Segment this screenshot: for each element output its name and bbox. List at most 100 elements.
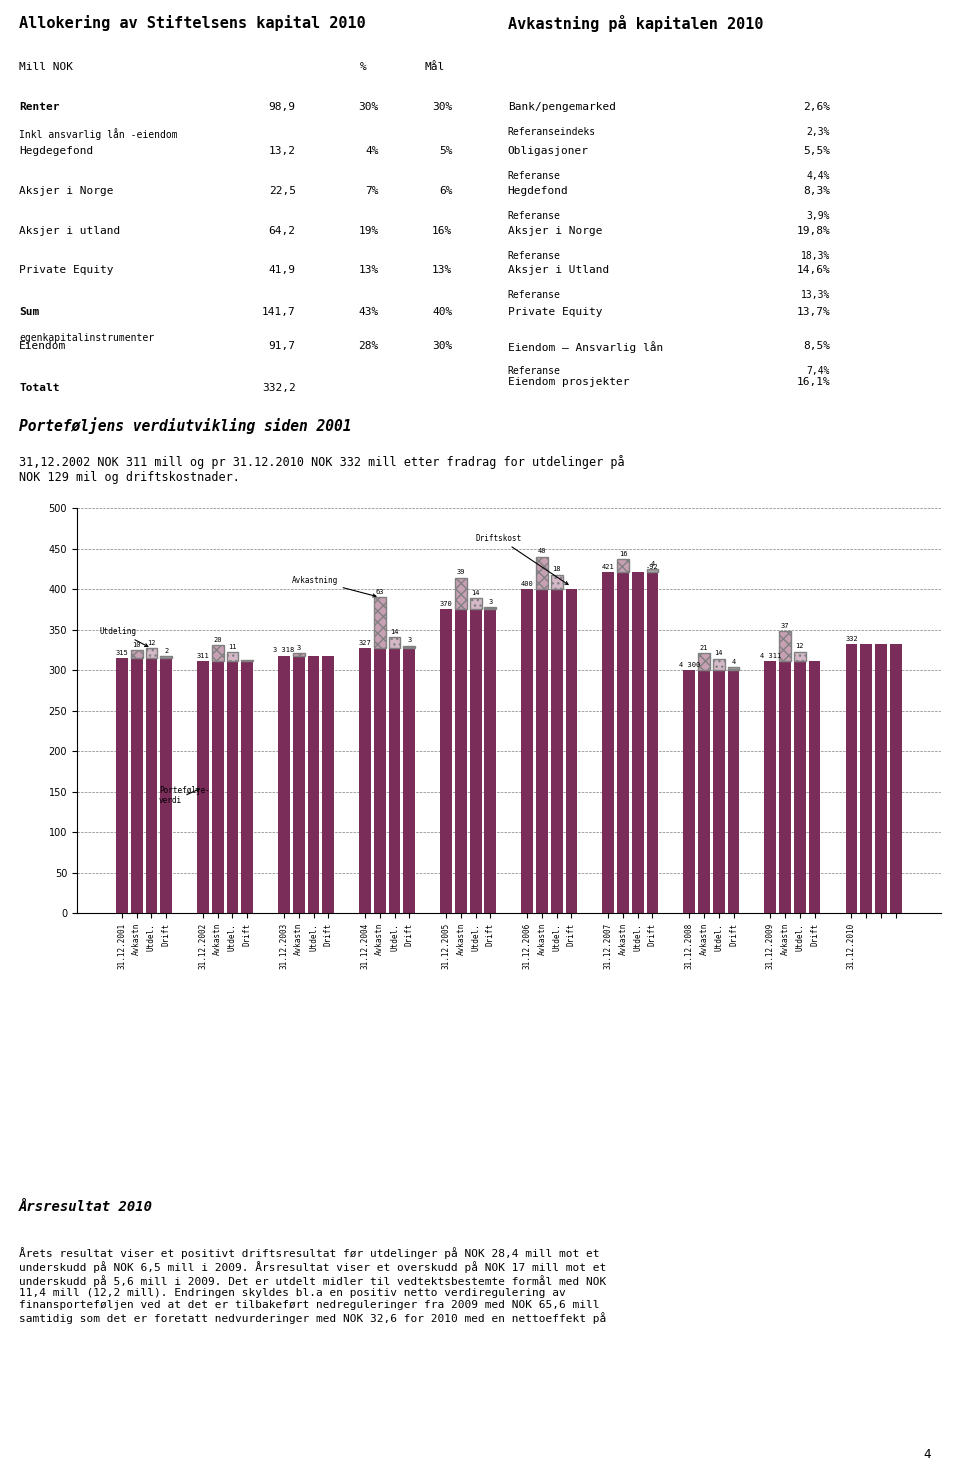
Bar	[713, 658, 725, 670]
Text: Hegdefond: Hegdefond	[508, 186, 568, 196]
Text: 37: 37	[780, 623, 789, 629]
Bar	[684, 670, 695, 913]
Text: 2: 2	[164, 648, 168, 654]
Bar	[536, 557, 548, 589]
Text: Inkl ansvarlig lån -eiendom: Inkl ansvarlig lån -eiendom	[19, 128, 178, 140]
Bar	[116, 658, 128, 913]
Bar	[469, 598, 482, 610]
Bar	[794, 661, 805, 913]
Bar	[551, 574, 563, 589]
Text: 3: 3	[407, 638, 412, 644]
Text: Eiendom – Ansvarlig lån: Eiendom – Ansvarlig lån	[508, 340, 663, 352]
Bar	[455, 577, 467, 610]
Text: 10: 10	[132, 642, 141, 648]
Bar	[469, 610, 482, 913]
Text: 332,2: 332,2	[262, 383, 296, 393]
Text: 13%: 13%	[358, 265, 378, 275]
Text: 311: 311	[197, 653, 209, 658]
Text: 13,2: 13,2	[269, 146, 296, 156]
Bar	[485, 607, 496, 610]
Bar	[146, 648, 157, 658]
Text: 3: 3	[489, 598, 492, 604]
Text: 370: 370	[440, 601, 452, 607]
Text: Aksjer i Norge: Aksjer i Norge	[19, 186, 113, 196]
Text: Årets resultat viser et positivt driftsresultat før utdelinger på NOK 28,4 mill : Årets resultat viser et positivt driftsr…	[19, 1246, 607, 1324]
Bar	[617, 560, 629, 572]
Text: 7%: 7%	[365, 186, 378, 196]
Text: 13,3%: 13,3%	[801, 290, 830, 300]
Bar	[241, 661, 253, 913]
Bar	[728, 670, 739, 913]
Text: 41,9: 41,9	[269, 265, 296, 275]
Text: 3: 3	[297, 645, 300, 651]
Bar	[764, 661, 777, 913]
Text: 5,5%: 5,5%	[804, 146, 830, 156]
Text: Aksjer i Norge: Aksjer i Norge	[508, 225, 602, 236]
Bar	[602, 572, 614, 913]
Bar	[212, 661, 224, 913]
Bar	[403, 648, 416, 913]
Text: Referanseindeks: Referanseindeks	[508, 127, 596, 137]
Text: 28%: 28%	[358, 340, 378, 351]
Text: 4: 4	[732, 658, 735, 664]
Text: 30%: 30%	[432, 102, 452, 112]
Text: 14: 14	[471, 589, 480, 595]
Bar	[403, 647, 416, 648]
Text: Eiendom: Eiendom	[19, 340, 66, 351]
Bar	[160, 658, 172, 913]
Text: 14: 14	[391, 629, 398, 635]
Text: 7,4%: 7,4%	[806, 365, 830, 376]
Text: 4 300: 4 300	[679, 661, 700, 667]
Bar	[374, 648, 386, 913]
Text: 20: 20	[213, 636, 222, 642]
Bar	[146, 658, 157, 913]
Text: 5%: 5%	[439, 146, 452, 156]
Text: 31,12.2002 NOK 311 mill og pr 31.12.2010 NOK 332 mill etter fradrag for utdeling: 31,12.2002 NOK 311 mill og pr 31.12.2010…	[19, 455, 625, 485]
Text: 12: 12	[147, 639, 156, 645]
Text: 39: 39	[457, 570, 466, 576]
Text: 14: 14	[714, 651, 723, 657]
Bar	[728, 667, 739, 670]
Text: 13,7%: 13,7%	[797, 306, 830, 317]
Bar	[307, 655, 320, 913]
Bar	[160, 657, 172, 658]
Text: 19%: 19%	[358, 225, 378, 236]
Text: Portefølje-
verdi: Portefølje- verdi	[158, 787, 209, 806]
Text: Eiendom prosjekter: Eiendom prosjekter	[508, 377, 629, 386]
Text: Årsresultat 2010: Årsresultat 2010	[19, 1200, 154, 1215]
Text: 13%: 13%	[432, 265, 452, 275]
Bar	[632, 572, 643, 913]
Bar	[780, 661, 791, 913]
Text: 21: 21	[700, 645, 708, 651]
Text: -92: -92	[646, 564, 659, 570]
Text: Aksjer i Utland: Aksjer i Utland	[508, 265, 609, 275]
Bar	[647, 569, 659, 572]
Text: 3,9%: 3,9%	[806, 211, 830, 221]
Bar	[212, 645, 224, 661]
Text: 18: 18	[552, 566, 561, 572]
Text: Avkastning på kapitalen 2010: Avkastning på kapitalen 2010	[508, 15, 763, 32]
Bar	[780, 632, 791, 661]
Text: Referanse: Referanse	[508, 171, 561, 181]
Text: Renter: Renter	[19, 102, 60, 112]
Text: 16: 16	[619, 551, 627, 557]
Text: Obligasjoner: Obligasjoner	[508, 146, 588, 156]
Bar	[485, 610, 496, 913]
Bar	[441, 610, 452, 913]
Text: %: %	[360, 62, 367, 72]
Bar	[374, 598, 386, 648]
Text: Sum: Sum	[19, 306, 39, 317]
Bar	[293, 655, 304, 913]
Text: 141,7: 141,7	[262, 306, 296, 317]
Bar	[131, 650, 143, 658]
Text: egenkapitalinstrumenter: egenkapitalinstrumenter	[19, 333, 155, 343]
Text: Hegdegefond: Hegdegefond	[19, 146, 93, 156]
Text: 30%: 30%	[432, 340, 452, 351]
Text: 14,6%: 14,6%	[797, 265, 830, 275]
Text: Mill NOK: Mill NOK	[19, 62, 73, 72]
Text: 4: 4	[924, 1448, 931, 1461]
Text: Referanse: Referanse	[508, 211, 561, 221]
Bar	[698, 653, 710, 670]
Text: Referanse: Referanse	[508, 290, 561, 300]
Bar	[846, 644, 857, 913]
